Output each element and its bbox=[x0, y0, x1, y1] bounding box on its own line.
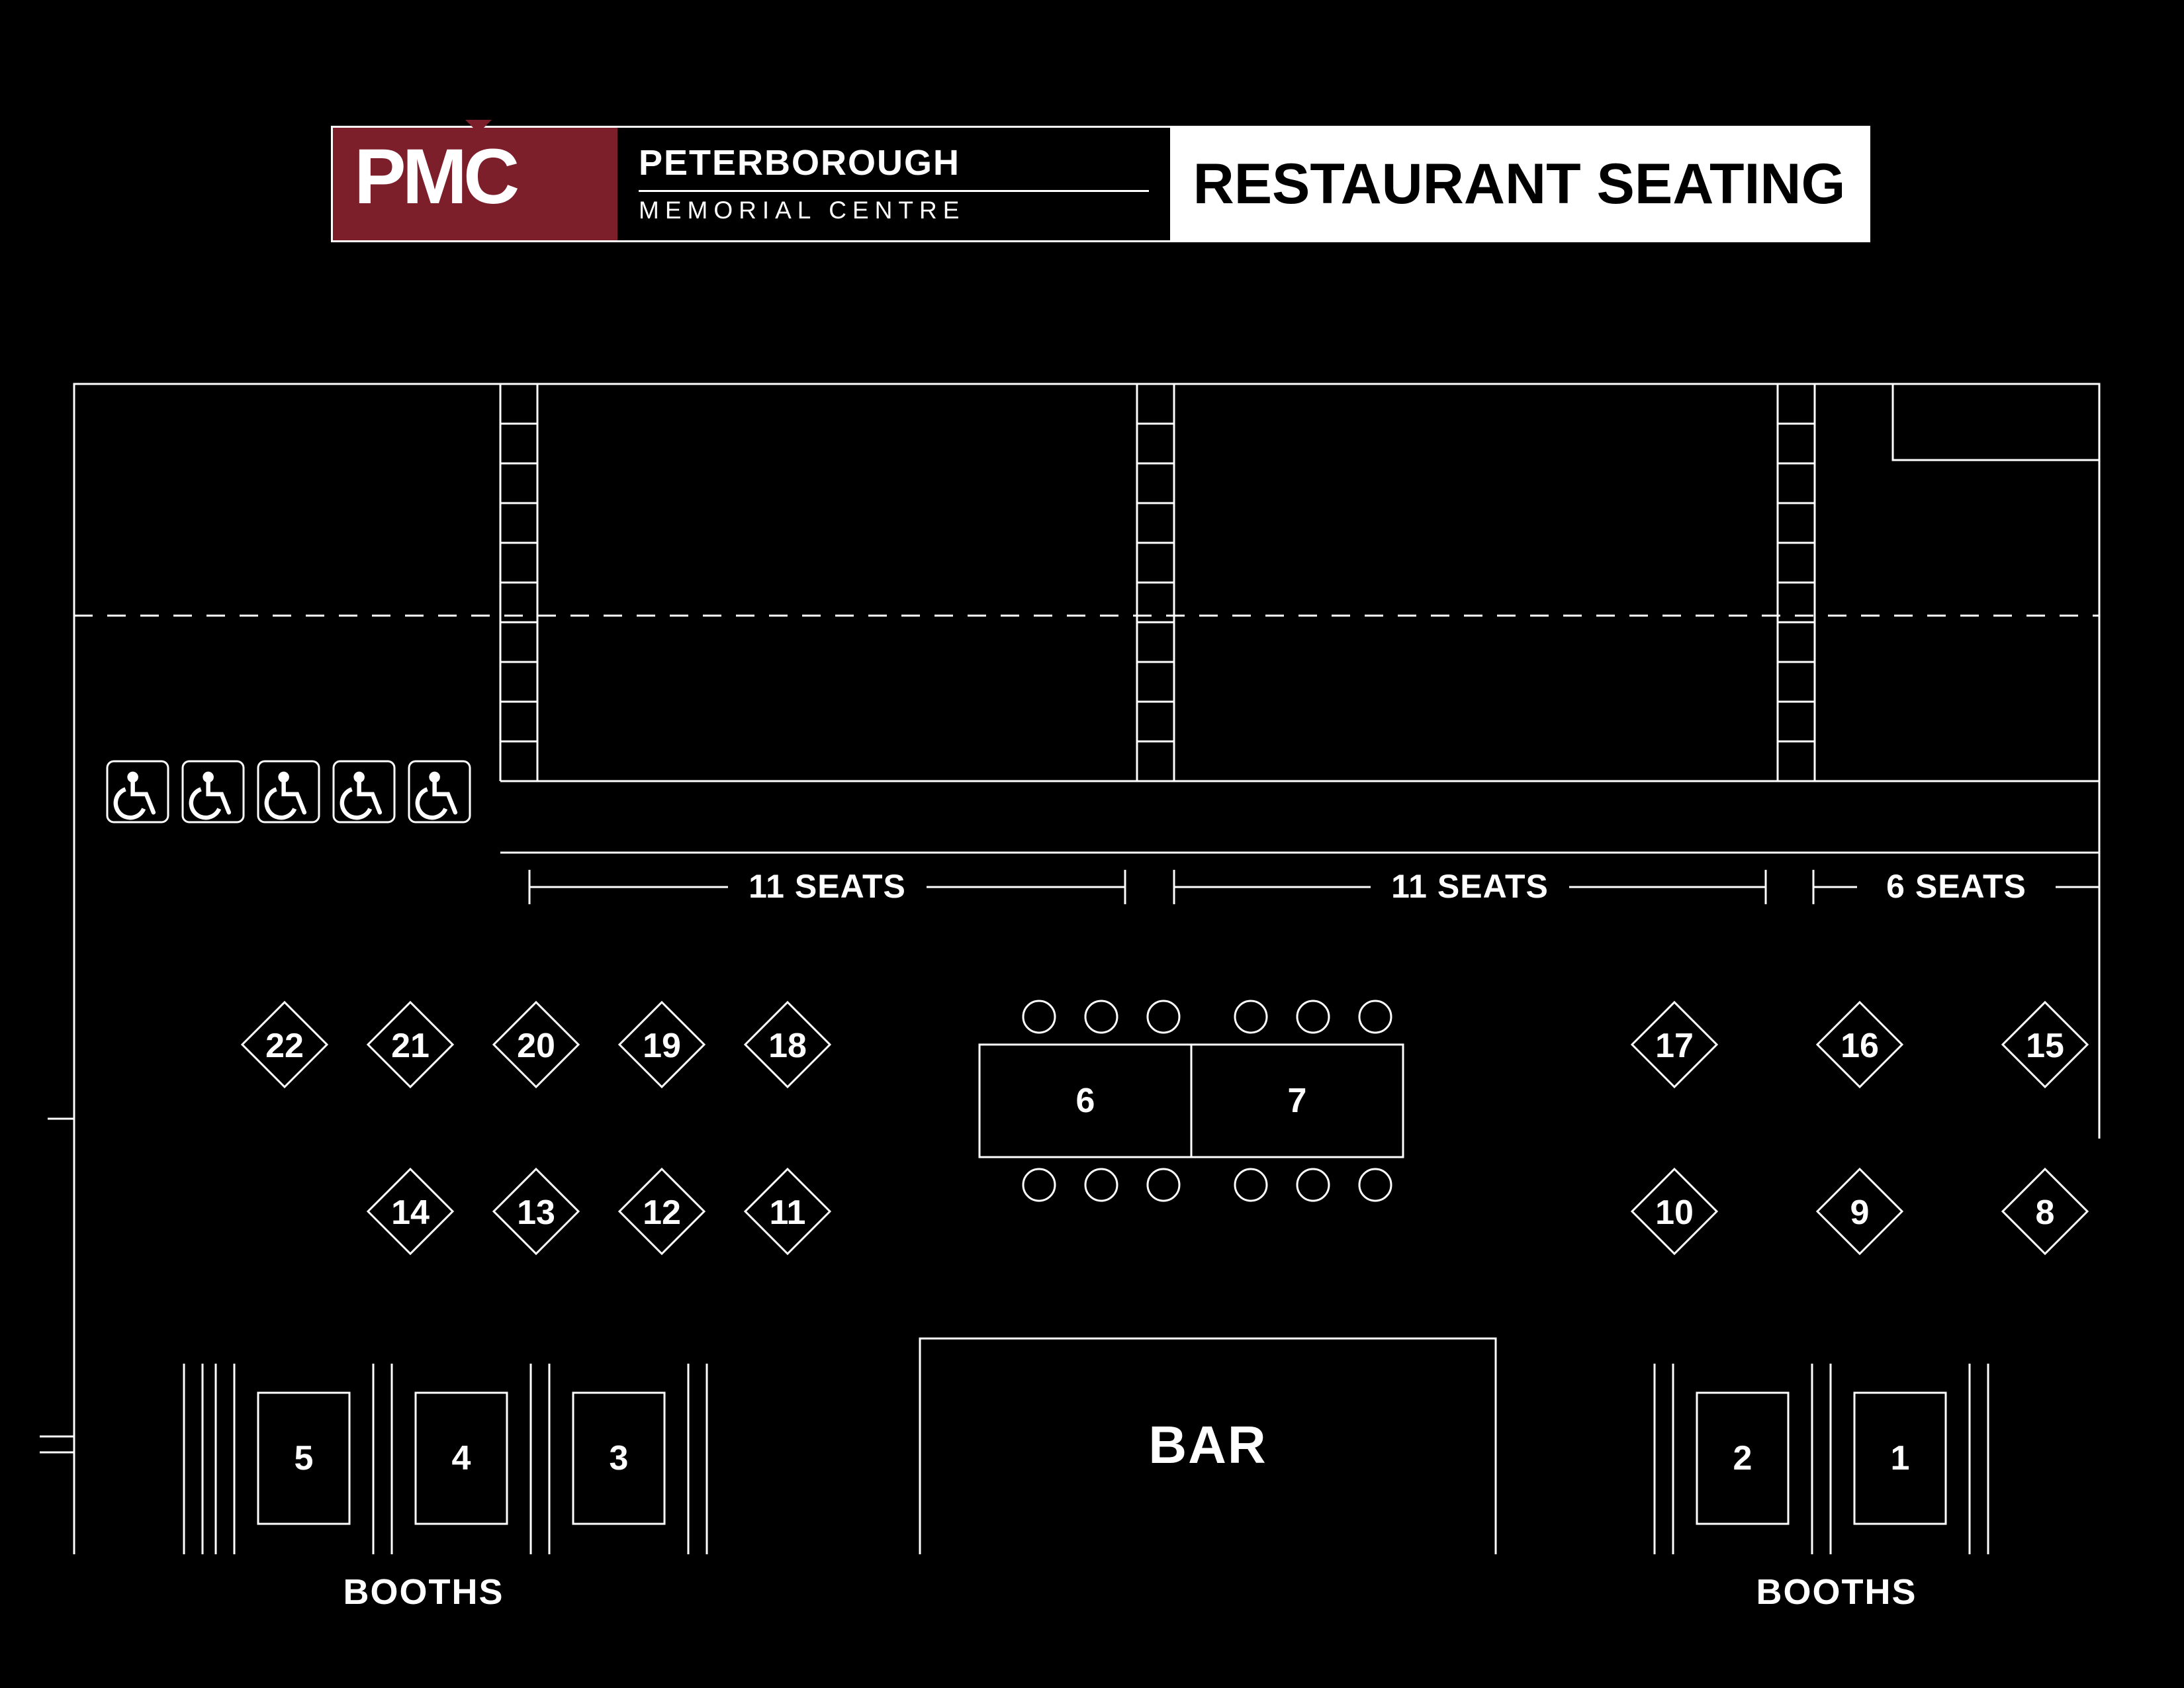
table-label-9: 9 bbox=[1817, 1193, 1902, 1233]
table-label-11: 11 bbox=[745, 1193, 830, 1233]
booth-label-4: 4 bbox=[416, 1438, 507, 1478]
seat-circle bbox=[1085, 1001, 1117, 1033]
seat-circle bbox=[1148, 1001, 1179, 1033]
table-label-18: 18 bbox=[745, 1026, 830, 1066]
table-label-13: 13 bbox=[494, 1193, 578, 1233]
wheelchair-icon bbox=[183, 761, 244, 822]
seat-circle bbox=[1148, 1169, 1179, 1201]
booth-label-3: 3 bbox=[573, 1438, 664, 1478]
table-label-8: 8 bbox=[2003, 1193, 2087, 1233]
wheelchair-icon bbox=[258, 761, 319, 822]
table-label-6: 6 bbox=[979, 1081, 1191, 1121]
booth-label-2: 2 bbox=[1697, 1438, 1788, 1478]
table-label-16: 16 bbox=[1817, 1026, 1902, 1066]
seat-circle bbox=[1359, 1169, 1391, 1201]
booth-label-1: 1 bbox=[1854, 1438, 1946, 1478]
wheelchair-icon bbox=[334, 761, 394, 822]
seat-circle bbox=[1235, 1001, 1267, 1033]
table-label-17: 17 bbox=[1632, 1026, 1717, 1066]
seat-circle bbox=[1235, 1169, 1267, 1201]
seat-circle bbox=[1023, 1169, 1055, 1201]
seat-circle bbox=[1297, 1169, 1329, 1201]
room-notch bbox=[1893, 384, 2099, 460]
seat-circle bbox=[1023, 1001, 1055, 1033]
wheelchair-icon bbox=[409, 761, 470, 822]
booths-label-left: BOOTHS bbox=[324, 1571, 523, 1613]
stair-column-1 bbox=[1137, 384, 1174, 781]
seat-circle bbox=[1297, 1001, 1329, 1033]
counter-label-2: 6 SEATS bbox=[1857, 867, 2056, 906]
table-label-7: 7 bbox=[1191, 1081, 1403, 1121]
table-label-20: 20 bbox=[494, 1026, 578, 1066]
wheelchair-icon bbox=[107, 761, 168, 822]
stair-column-0 bbox=[500, 384, 537, 781]
counter-label-1: 11 SEATS bbox=[1371, 867, 1569, 906]
booths-label-right: BOOTHS bbox=[1737, 1571, 1936, 1613]
table-label-10: 10 bbox=[1632, 1193, 1717, 1233]
table-label-22: 22 bbox=[242, 1026, 327, 1066]
table-label-19: 19 bbox=[619, 1026, 704, 1066]
seat-circle bbox=[1359, 1001, 1391, 1033]
table-label-21: 21 bbox=[368, 1026, 453, 1066]
table-label-15: 15 bbox=[2003, 1026, 2087, 1066]
seat-circle bbox=[1085, 1169, 1117, 1201]
table-label-12: 12 bbox=[619, 1193, 704, 1233]
bar-label: BAR bbox=[920, 1415, 1496, 1476]
table-label-14: 14 bbox=[368, 1193, 453, 1233]
stair-column-2 bbox=[1778, 384, 1815, 781]
counter-label-0: 11 SEATS bbox=[728, 867, 927, 906]
booth-label-5: 5 bbox=[258, 1438, 349, 1478]
